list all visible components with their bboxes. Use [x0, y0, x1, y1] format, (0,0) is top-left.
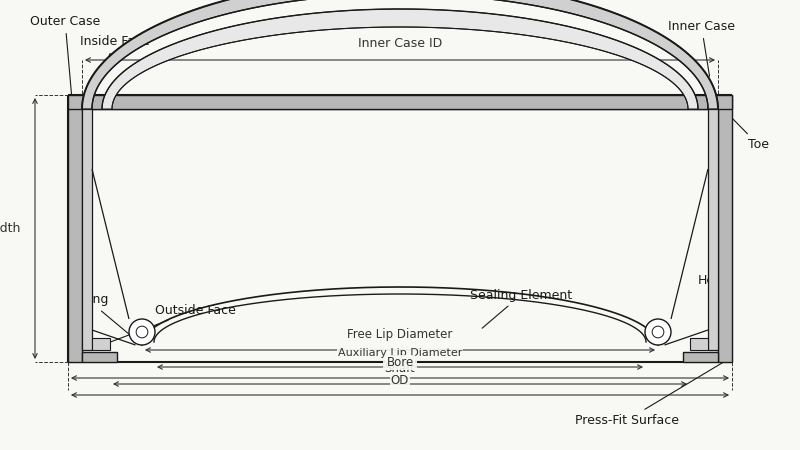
Text: OD: OD [391, 374, 409, 387]
Text: Heel: Heel [698, 274, 726, 329]
Circle shape [129, 319, 155, 345]
Text: Shaft: Shaft [385, 362, 415, 375]
Text: Width: Width [0, 222, 21, 235]
Polygon shape [718, 95, 732, 362]
Polygon shape [68, 95, 732, 109]
Polygon shape [690, 338, 708, 350]
Polygon shape [92, 338, 110, 350]
Polygon shape [68, 95, 82, 362]
Polygon shape [683, 352, 718, 362]
Text: Press-Fit Surface: Press-Fit Surface [575, 359, 730, 427]
Text: Outside Face: Outside Face [100, 303, 236, 346]
Text: Spring: Spring [68, 293, 140, 343]
Text: Toe: Toe [730, 116, 769, 152]
Text: Free Lip Diameter: Free Lip Diameter [347, 328, 453, 341]
Text: Bore: Bore [386, 356, 414, 369]
Text: Inner Case: Inner Case [668, 20, 735, 76]
Text: Inside Face: Inside Face [80, 35, 150, 112]
Text: Sealing Element: Sealing Element [470, 288, 572, 328]
Polygon shape [102, 9, 698, 109]
Polygon shape [82, 0, 718, 109]
Text: Inner Case ID: Inner Case ID [358, 37, 442, 50]
Polygon shape [82, 352, 117, 362]
Circle shape [645, 319, 671, 345]
Polygon shape [708, 109, 718, 350]
Text: Auxiliary Lip Diameter: Auxiliary Lip Diameter [338, 348, 462, 358]
Polygon shape [82, 109, 92, 350]
Text: Outer Case: Outer Case [30, 15, 100, 97]
